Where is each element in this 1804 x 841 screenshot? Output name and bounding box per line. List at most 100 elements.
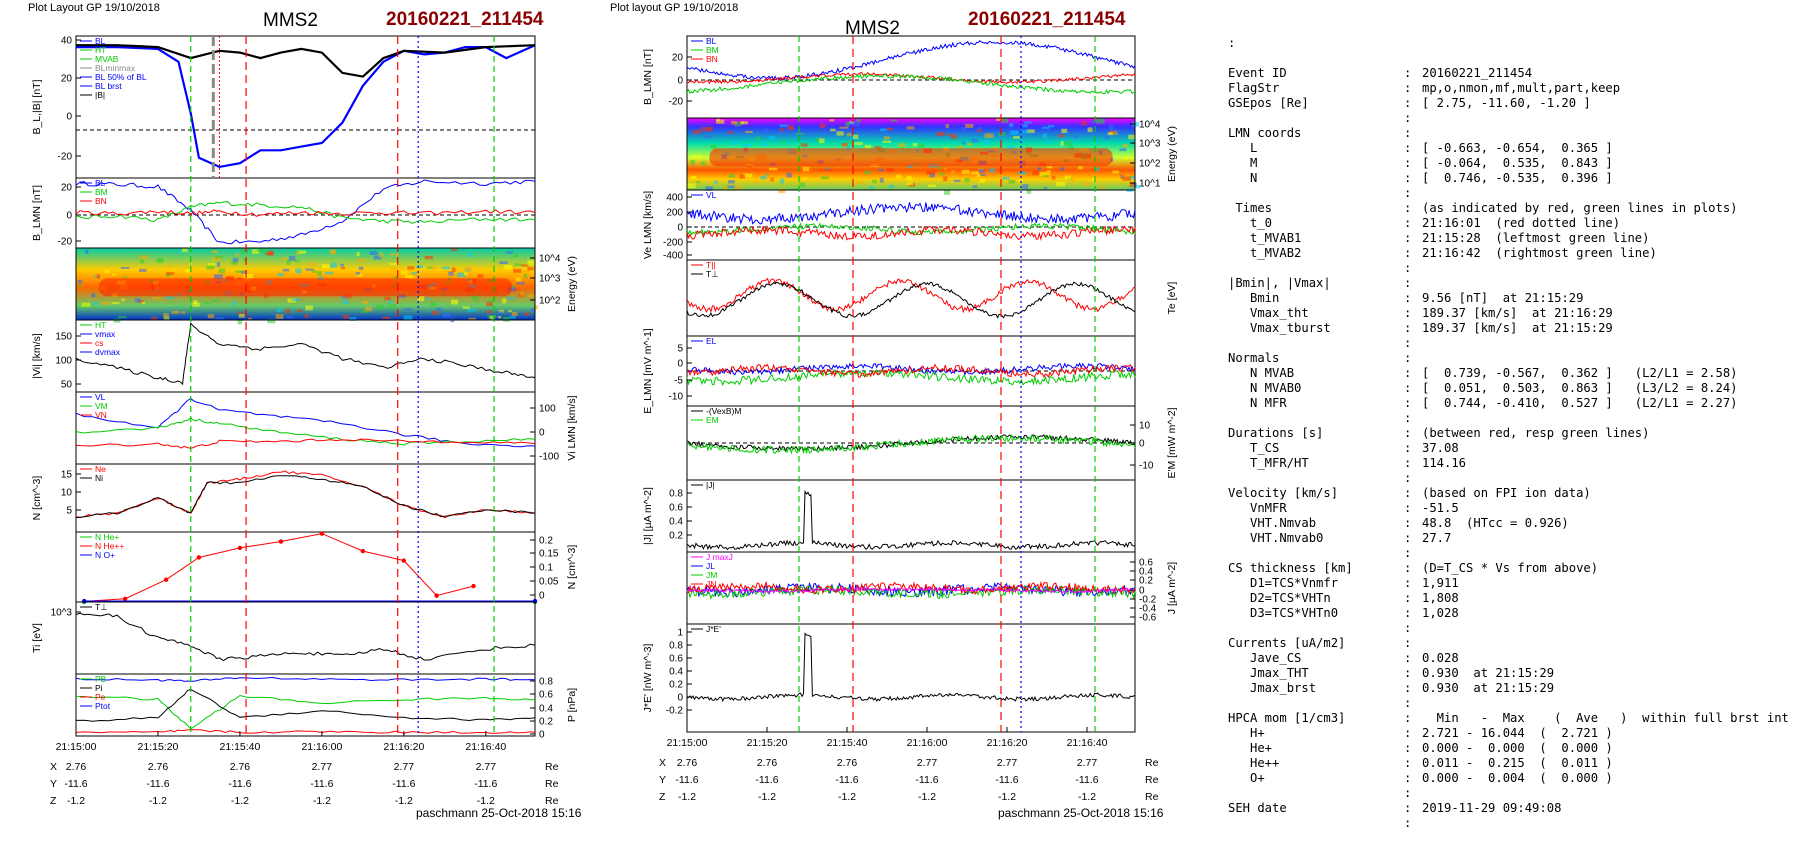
spectrogram-speckle [819,123,826,129]
info-key: D2=TCS*VHTn [1228,591,1331,605]
y-tick-label: -0.6 [1139,613,1157,624]
spectrogram-speckle [96,274,101,279]
spectrogram-speckle [743,173,753,178]
position-row-label: Z [659,791,666,803]
spectrogram-speckle [162,313,169,317]
spectrogram-speckle [417,296,425,302]
series-line [76,475,535,518]
y-axis-label: Ti [eV] [31,623,43,653]
info-row: Vmax_tht:189.37 [km/s] at 21:16:29 [1228,306,1789,321]
info-separator: : [1404,576,1412,590]
spectrogram-speckle [267,319,276,324]
spectrogram-speckle [262,248,269,254]
spectrogram-speckle [741,121,749,125]
spectrogram-speckle [424,297,431,300]
y-tick-label: 0.6 [1139,558,1153,569]
spectrogram-speckle [485,310,493,313]
spectrogram-speckle [976,126,982,130]
position-value: -1.2 [838,791,856,803]
y-axis-label: Ve LMN [km/s] [642,191,654,259]
spectrogram-speckle [918,143,925,148]
spectrogram-speckle [523,273,528,279]
spectrogram-speckle [1024,121,1032,124]
y-tick-label: 0.2 [539,536,553,547]
y-tick-label: 0.4 [539,704,553,715]
info-key: D1=TCS*Vnmfr [1228,576,1339,590]
spectrogram-speckle [947,133,956,136]
panel-frame [75,531,536,603]
info-row: Jmax_THT:0.930 at 21:15:29 [1228,666,1789,681]
info-value: [ 0.051, 0.503, 0.863 ] (L3/L2 = 8.24) [1422,381,1738,395]
y-tick-label: 5 [66,506,72,517]
spectrogram-speckle [1051,175,1056,180]
info-separator: : [1404,66,1412,80]
info-separator: : [1404,531,1412,545]
left-footer: paschmann 25-Oct-2018 15:16 [416,806,582,820]
x-tick-label: 21:16:40 [465,741,506,753]
spectrogram-speckle [235,270,244,273]
legend-label: BL [95,36,106,46]
info-separator: : [1404,771,1412,785]
spectrogram-speckle [230,261,238,265]
y-tick-label: -20 [669,97,684,108]
spectrogram-speckle [693,129,701,135]
info-key: Vmax_tburst [1228,321,1331,335]
spectrogram-speckle [850,120,854,125]
spectrogram-speckle [211,299,219,303]
y-tick-label: -10 [1139,461,1154,472]
info-row: : [1228,261,1789,276]
series-line [75,612,536,662]
spectrogram-speckle [362,300,368,305]
info-value: 0.000 - 0.004 ( 0.000 ) [1422,771,1613,785]
spectrogram-speckle [477,274,484,278]
spectrogram-speckle [85,249,89,254]
info-key: HPCA mom [1/cm3] [1228,711,1346,725]
spectrogram-speckle [1122,143,1129,148]
spectrogram-speckle [232,301,236,306]
spectrogram-speckle [929,173,935,178]
spectrogram-speckle [388,304,396,310]
spectrogram-speckle [693,155,702,159]
series-trace [686,40,1136,81]
spectrogram-speckle [467,308,476,312]
info-separator: : [1404,441,1412,455]
y-tick-label: 0.4 [669,667,683,678]
mid-plot-caption: Plot layout GP 19/10/2018 [610,2,739,14]
data-point [122,596,128,602]
data-point [81,598,87,604]
spectrogram-speckle [121,298,125,301]
info-row: N MVAB: [ 0.739, -0.567, 0.362 ] (L2/L1 =… [1228,366,1789,381]
y-axis-label: |J| [µA m^-2] [642,487,654,545]
spectrogram-speckle [257,275,262,279]
y-tick-label: 0.2 [669,531,683,542]
position-value: -1.2 [231,795,249,807]
y-tick-label: 150 [55,332,72,343]
info-row: D2=TCS*VHTn:1,808 [1228,591,1789,606]
info-key: VHT.Nmvab0 [1228,531,1324,545]
legend-label: BN [706,54,718,64]
mid-event-title: 20160221_211454 [968,9,1126,30]
spectrogram-speckle [1020,129,1029,134]
spectrogram-speckle [1083,182,1090,186]
spectrogram-speckle [390,267,398,271]
spectrogram-speckle [1026,189,1032,194]
event-markers [190,36,495,736]
y-tick-label: 0.8 [539,677,553,688]
position-value: -1.2 [918,791,936,803]
y-tick-label: 20 [672,53,684,64]
spectrogram-speckle [701,126,711,132]
spectrogram-speckle [965,123,974,128]
info-separator: : [1404,291,1412,305]
series-line [75,438,536,449]
y-tick-label: 0 [539,730,545,741]
legend-label: |J| [706,480,715,490]
info-value: 1,808 [1422,591,1459,605]
y-tick-label: 0.6 [539,690,553,701]
info-key: N [1228,171,1258,185]
info-separator: : [1404,696,1412,710]
info-key: N MVAB [1228,366,1295,380]
info-value: 20160221_211454 [1422,66,1533,80]
panel-frame [75,319,536,393]
